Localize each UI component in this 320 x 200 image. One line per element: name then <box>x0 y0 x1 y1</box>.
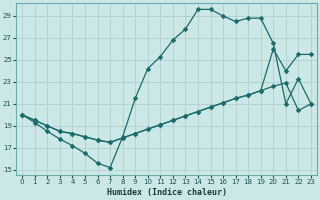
X-axis label: Humidex (Indice chaleur): Humidex (Indice chaleur) <box>107 188 227 197</box>
